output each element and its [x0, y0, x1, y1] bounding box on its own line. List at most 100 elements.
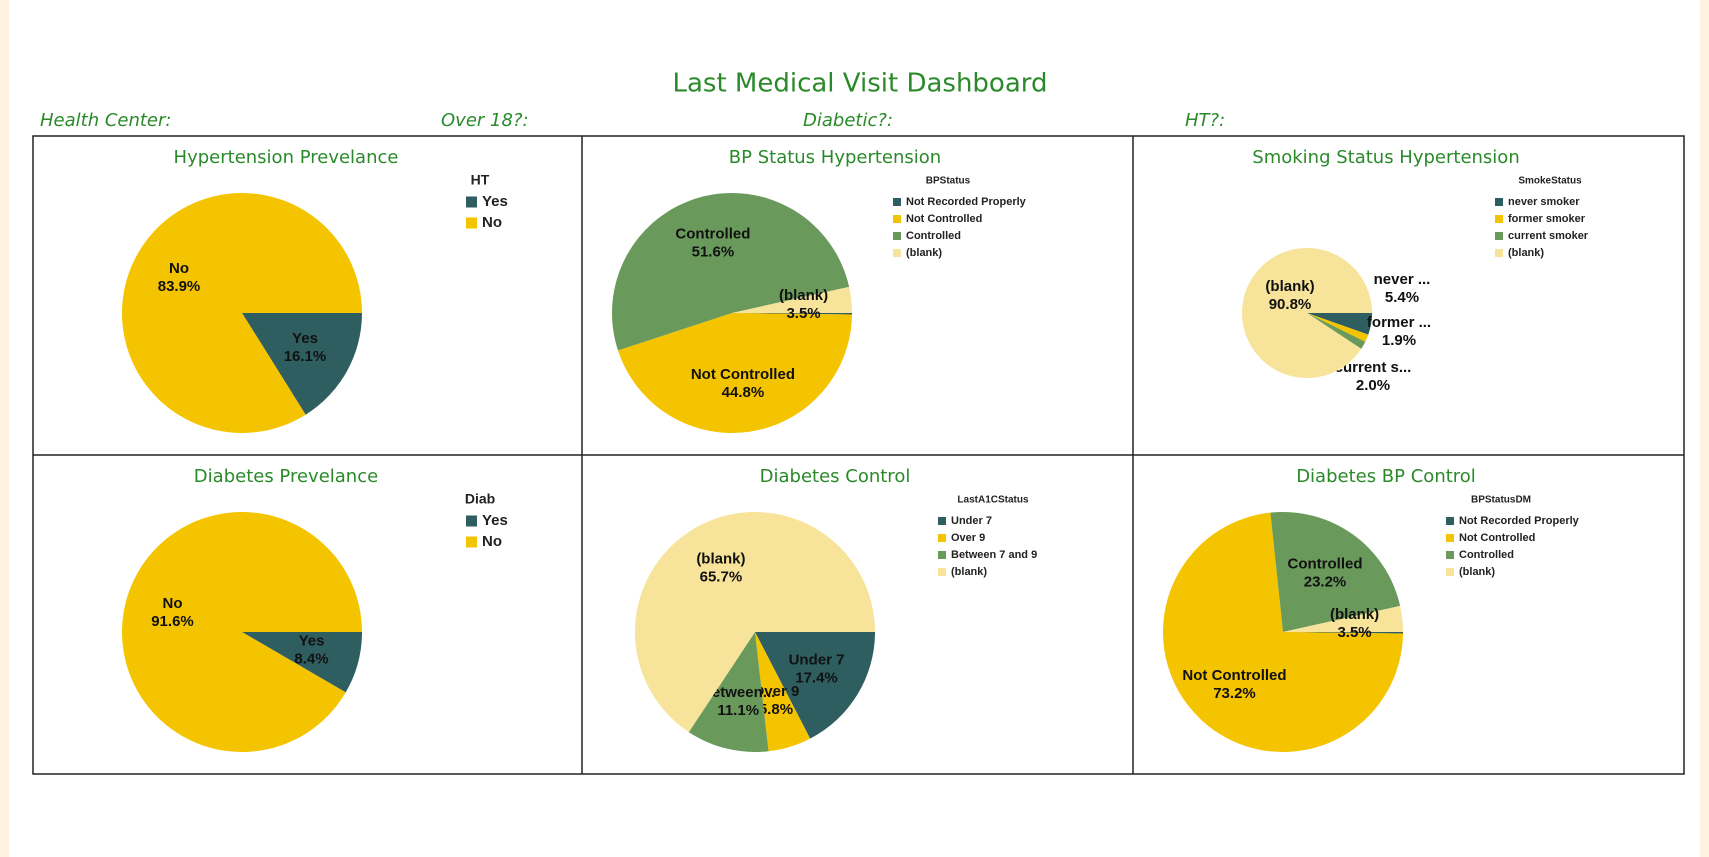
slice-value: 2.0%	[1356, 377, 1390, 394]
legend-swatch	[466, 196, 477, 208]
pie-slice	[617, 313, 852, 434]
legend-label: (blank)	[1459, 566, 1495, 578]
legend-swatch	[1446, 568, 1454, 576]
slice-value: 90.8%	[1269, 296, 1312, 313]
chart-title: Smoking Status Hypertension	[1252, 147, 1519, 168]
slice-value: 17.4%	[795, 669, 838, 686]
filter-label[interactable]: HT?:	[1185, 110, 1225, 131]
legend-label: (blank)	[1508, 247, 1544, 259]
pie-slice	[122, 192, 363, 433]
filter-label[interactable]: Over 18?:	[441, 110, 529, 131]
slice-label: Under 7	[789, 651, 845, 668]
legend-swatch	[1446, 517, 1454, 525]
pie-slice	[1283, 605, 1403, 632]
slice-label: Between...	[701, 684, 775, 701]
slice-label: No	[162, 595, 182, 612]
slice-value: 73.2%	[1213, 685, 1256, 702]
chart-title: BP Status Hypertension	[729, 147, 941, 168]
legend-label: Not Controlled	[906, 213, 982, 225]
legend-swatch	[893, 198, 901, 206]
pie-slice	[688, 632, 769, 752]
legend-swatch	[1495, 198, 1503, 206]
legend-swatch	[938, 517, 946, 525]
slice-label: never ...	[1374, 271, 1431, 288]
legend-swatch	[1495, 215, 1503, 223]
slice-value: 91.6%	[151, 613, 194, 630]
slice-label: current s...	[1335, 359, 1412, 376]
pie-slice	[612, 193, 850, 351]
dashboard-title: Last Medical Visit Dashboard	[672, 69, 1047, 99]
legend-title: LastA1CStatus	[957, 495, 1029, 506]
slice-label: (blank)	[779, 287, 828, 304]
legend-swatch	[1495, 249, 1503, 257]
chart-title: Diabetes Control	[760, 466, 911, 487]
pie-slice	[1163, 512, 1403, 753]
legend-label: Controlled	[906, 230, 961, 242]
chart-title: Diabetes Prevelance	[194, 466, 378, 487]
legend-label: Yes	[482, 512, 508, 529]
slice-label: Over 9	[753, 683, 800, 700]
slice-value: 83.9%	[158, 278, 201, 295]
chart-title: Diabetes BP Control	[1296, 466, 1476, 487]
pie-slice	[755, 632, 875, 739]
slice-value: 5.4%	[1385, 289, 1419, 306]
legend-swatch	[1495, 232, 1503, 240]
legend-swatch	[1446, 551, 1454, 559]
slice-label: Not Controlled	[1182, 667, 1286, 684]
pie-slice	[755, 632, 811, 752]
legend-swatch	[938, 551, 946, 559]
slice-label: (blank)	[1330, 606, 1379, 623]
legend-label: Under 7	[951, 515, 992, 527]
slice-value: 16.1%	[284, 348, 327, 365]
pie-slice	[1307, 313, 1366, 349]
pie-slice	[635, 512, 875, 733]
slice-label: No	[169, 260, 189, 277]
slice-label: Yes	[292, 330, 318, 347]
legend-label: Controlled	[1459, 549, 1514, 561]
slice-label: Yes	[299, 633, 325, 650]
slice-value: 3.5%	[1337, 624, 1371, 641]
legend-swatch	[466, 217, 477, 229]
legend-label: Yes	[482, 193, 508, 210]
legend-label: former smoker	[1508, 213, 1586, 225]
pie-slice	[732, 286, 852, 313]
legend-label: (blank)	[951, 566, 987, 578]
legend-label: (blank)	[906, 247, 942, 259]
pie-slice	[1283, 632, 1403, 634]
slice-value: 65.7%	[700, 569, 743, 586]
slice-value: 3.5%	[786, 305, 820, 322]
slice-value: 23.2%	[1304, 573, 1347, 590]
slice-label: (blank)	[696, 551, 745, 568]
legend-label: Not Controlled	[1459, 532, 1535, 544]
legend-title: HT	[471, 172, 490, 188]
slice-label: Not Controlled	[691, 366, 795, 383]
slice-label: (blank)	[1265, 278, 1314, 295]
legend-swatch	[893, 215, 901, 223]
pie-slice	[1307, 313, 1372, 335]
legend-label: never smoker	[1508, 196, 1580, 208]
pie-slice	[732, 313, 852, 315]
legend-swatch	[1446, 534, 1454, 542]
pie-slice	[242, 313, 362, 415]
legend-label: No	[482, 533, 502, 550]
slice-value: 8.4%	[294, 651, 328, 668]
legend-label: No	[482, 214, 502, 231]
slice-label: Controlled	[1288, 555, 1363, 572]
legend-swatch	[893, 232, 901, 240]
legend-swatch	[938, 534, 946, 542]
legend-title: Diab	[465, 491, 495, 507]
legend-swatch	[938, 568, 946, 576]
pie-slice	[1242, 247, 1372, 378]
filter-label[interactable]: Diabetic?:	[803, 110, 893, 131]
legend-swatch	[466, 515, 477, 527]
pie-slice	[1270, 512, 1401, 632]
legend-label: Not Recorded Properly	[906, 196, 1027, 208]
legend-label: Between 7 and 9	[951, 549, 1037, 561]
legend-swatch	[893, 249, 901, 257]
filter-label[interactable]: Health Center:	[40, 110, 171, 131]
legend-label: Not Recorded Properly	[1459, 515, 1580, 527]
legend-swatch	[466, 536, 477, 548]
legend-title: BPStatusDM	[1471, 495, 1531, 506]
legend-title: BPStatus	[926, 176, 971, 187]
